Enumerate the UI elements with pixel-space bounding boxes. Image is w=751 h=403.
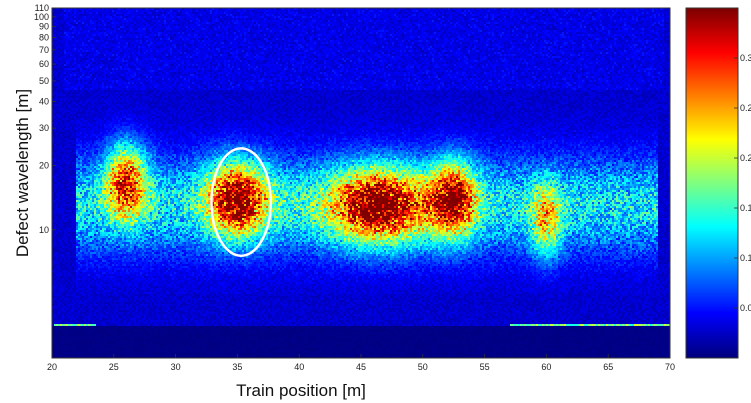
y-tick-label: 70 <box>39 45 49 55</box>
y-tick-label: 20 <box>39 161 49 171</box>
x-tick-label: 35 <box>232 362 242 372</box>
x-tick-label: 70 <box>665 362 675 372</box>
colorbar-frame <box>685 7 739 359</box>
colorbar-tick-label: 0.2 <box>740 103 751 113</box>
highlight-ellipse <box>210 147 273 257</box>
colorbar-tick-label: 0.1 <box>740 253 751 263</box>
y-axis-title: Defect wavelength [m] <box>13 89 32 257</box>
x-axis-title: Train position [m] <box>236 381 366 400</box>
x-tick-label: 20 <box>47 362 57 372</box>
x-tick-label: 45 <box>356 362 366 372</box>
y-tick-label: 80 <box>39 32 49 42</box>
y-tick-label: 100 <box>34 12 49 22</box>
x-tick-label: 60 <box>541 362 551 372</box>
colorbar-tick-label: 0.3 <box>740 53 751 63</box>
x-tick-label: 25 <box>109 362 119 372</box>
y-tick-label: 40 <box>39 97 49 107</box>
x-tick-label: 30 <box>171 362 181 372</box>
y-tick-label: 110 <box>35 3 49 13</box>
colorbar-tick-label: 0.2 <box>740 153 751 163</box>
y-tick-label: 30 <box>39 123 49 133</box>
y-tick-label: 10 <box>39 225 49 235</box>
heatmap-plot-area <box>52 8 670 358</box>
plot-frame <box>51 7 671 359</box>
y-tick-label: 90 <box>39 22 49 32</box>
x-tick-label: 65 <box>603 362 613 372</box>
y-tick-label: 50 <box>39 76 49 86</box>
x-tick-label: 55 <box>480 362 490 372</box>
colorbar-tick-label: 0.1 <box>740 203 751 213</box>
x-tick-label: 50 <box>418 362 428 372</box>
colorbar-tick-label: 0.0 <box>740 303 751 313</box>
colorbar <box>686 8 738 358</box>
y-tick-label: 60 <box>39 59 49 69</box>
x-tick-label: 40 <box>294 362 304 372</box>
